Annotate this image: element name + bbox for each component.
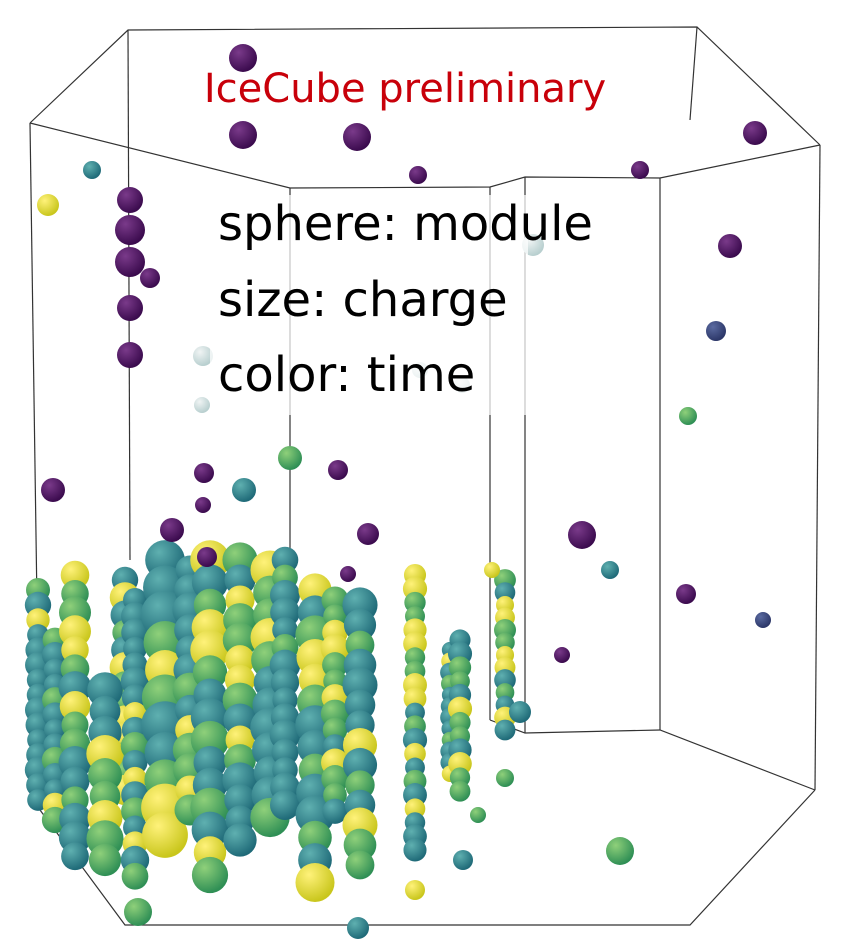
module-sphere <box>61 842 89 870</box>
outline-edge <box>690 27 697 120</box>
module-sphere <box>357 523 379 545</box>
module-sphere <box>278 446 302 470</box>
module-sphere <box>554 647 570 663</box>
module-sphere <box>450 781 471 802</box>
module-sphere <box>568 521 596 549</box>
module-sphere <box>755 612 771 628</box>
module-sphere <box>706 321 726 341</box>
module-sphere <box>115 247 145 277</box>
module-sphere <box>117 187 143 213</box>
module-sphere <box>194 463 214 483</box>
module-sphere <box>679 407 697 425</box>
module-sphere <box>295 863 334 902</box>
outline-edge <box>128 30 130 560</box>
module-sphere <box>192 857 228 893</box>
module-sphere <box>197 547 217 567</box>
module-sphere <box>83 161 101 179</box>
module-sphere <box>495 720 516 741</box>
module-sphere <box>124 898 152 926</box>
module-sphere <box>229 121 257 149</box>
module-sphere <box>117 342 143 368</box>
module-sphere <box>631 161 649 179</box>
module-sphere <box>270 790 300 820</box>
legend-line: size: charge <box>218 272 508 328</box>
module-sphere <box>194 397 210 413</box>
module-sphere <box>37 194 59 216</box>
event-display: IceCube preliminary sphere: module size:… <box>0 0 854 943</box>
legend-line: color: time <box>218 347 475 403</box>
module-sphere <box>470 807 486 823</box>
module-sphere <box>195 497 211 513</box>
module-sphere <box>743 121 767 145</box>
module-sphere <box>347 917 369 939</box>
module-sphere <box>346 851 375 880</box>
module-sphere <box>403 838 426 861</box>
module-sphere <box>115 215 145 245</box>
module-sphere <box>606 837 634 865</box>
module-sphere <box>509 701 531 723</box>
outline-edge <box>815 145 820 790</box>
page: IceCube preliminary sphere: module size:… <box>0 0 854 943</box>
module-sphere <box>405 880 425 900</box>
module-sphere <box>223 823 256 856</box>
module-sphere <box>409 166 427 184</box>
legend-line: sphere: module <box>218 196 593 252</box>
module-sphere <box>340 566 356 582</box>
module-sphere <box>718 234 742 258</box>
module-sphere <box>676 584 696 604</box>
module-sphere <box>122 863 149 890</box>
module-sphere <box>453 850 473 870</box>
module-sphere <box>484 562 500 578</box>
module-sphere <box>140 268 160 288</box>
module-sphere <box>41 478 65 502</box>
module-sphere <box>232 478 256 502</box>
module-sphere <box>496 769 514 787</box>
module-sphere <box>89 844 121 876</box>
outline-edge <box>490 720 815 790</box>
module-sphere <box>328 460 348 480</box>
module-sphere <box>343 123 371 151</box>
module-sphere <box>117 295 143 321</box>
module-sphere <box>601 561 619 579</box>
module-sphere <box>160 518 184 542</box>
watermark: IceCube preliminary <box>204 66 606 112</box>
